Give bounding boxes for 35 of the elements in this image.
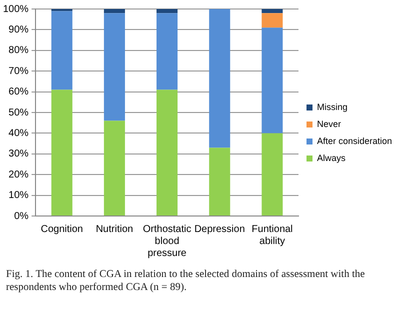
y-tick-label: 60% xyxy=(8,86,29,98)
bar xyxy=(51,11,72,90)
bar xyxy=(156,9,178,14)
y-tick-label: 70% xyxy=(8,66,29,77)
bar xyxy=(262,133,283,216)
legend-label: Always xyxy=(317,152,346,163)
bar xyxy=(262,28,283,134)
caption: Fig. 1. The content of CGA in relation to the selected domains of assessment with the respondents who performed CGA (n = 89). xyxy=(6,268,366,294)
bar xyxy=(156,90,178,216)
y-tick-label: 10% xyxy=(8,190,29,202)
bar xyxy=(209,148,230,216)
bar xyxy=(104,120,125,216)
legend-label: Missing xyxy=(317,102,348,112)
bar xyxy=(262,9,283,14)
y-tick-label: 100% xyxy=(3,4,29,15)
y-tick-label: 50% xyxy=(8,107,29,118)
bar xyxy=(209,9,230,148)
legend-label: After consideration xyxy=(317,136,392,146)
y-tick-label: 80% xyxy=(8,45,29,56)
x-tick-label: Depression xyxy=(194,224,245,235)
y-tick-label: 90% xyxy=(8,24,29,36)
y-tick-label: 20% xyxy=(8,169,29,180)
x-tick-label: Funtional ability xyxy=(252,224,293,247)
y-tick-label: 40% xyxy=(8,128,29,139)
bar xyxy=(156,13,178,90)
x-tick-label: Cognition xyxy=(40,224,83,235)
y-tick-label: 0% xyxy=(14,210,29,222)
legend-label: Never xyxy=(317,118,342,129)
bar xyxy=(51,90,72,216)
bar xyxy=(104,9,125,14)
bar xyxy=(104,13,125,121)
y-tick-label: 30% xyxy=(8,148,29,160)
x-tick-label: Nutrition xyxy=(96,224,134,235)
bar xyxy=(262,13,283,28)
x-tick-label: Orthostatic blood pressure xyxy=(142,224,192,259)
